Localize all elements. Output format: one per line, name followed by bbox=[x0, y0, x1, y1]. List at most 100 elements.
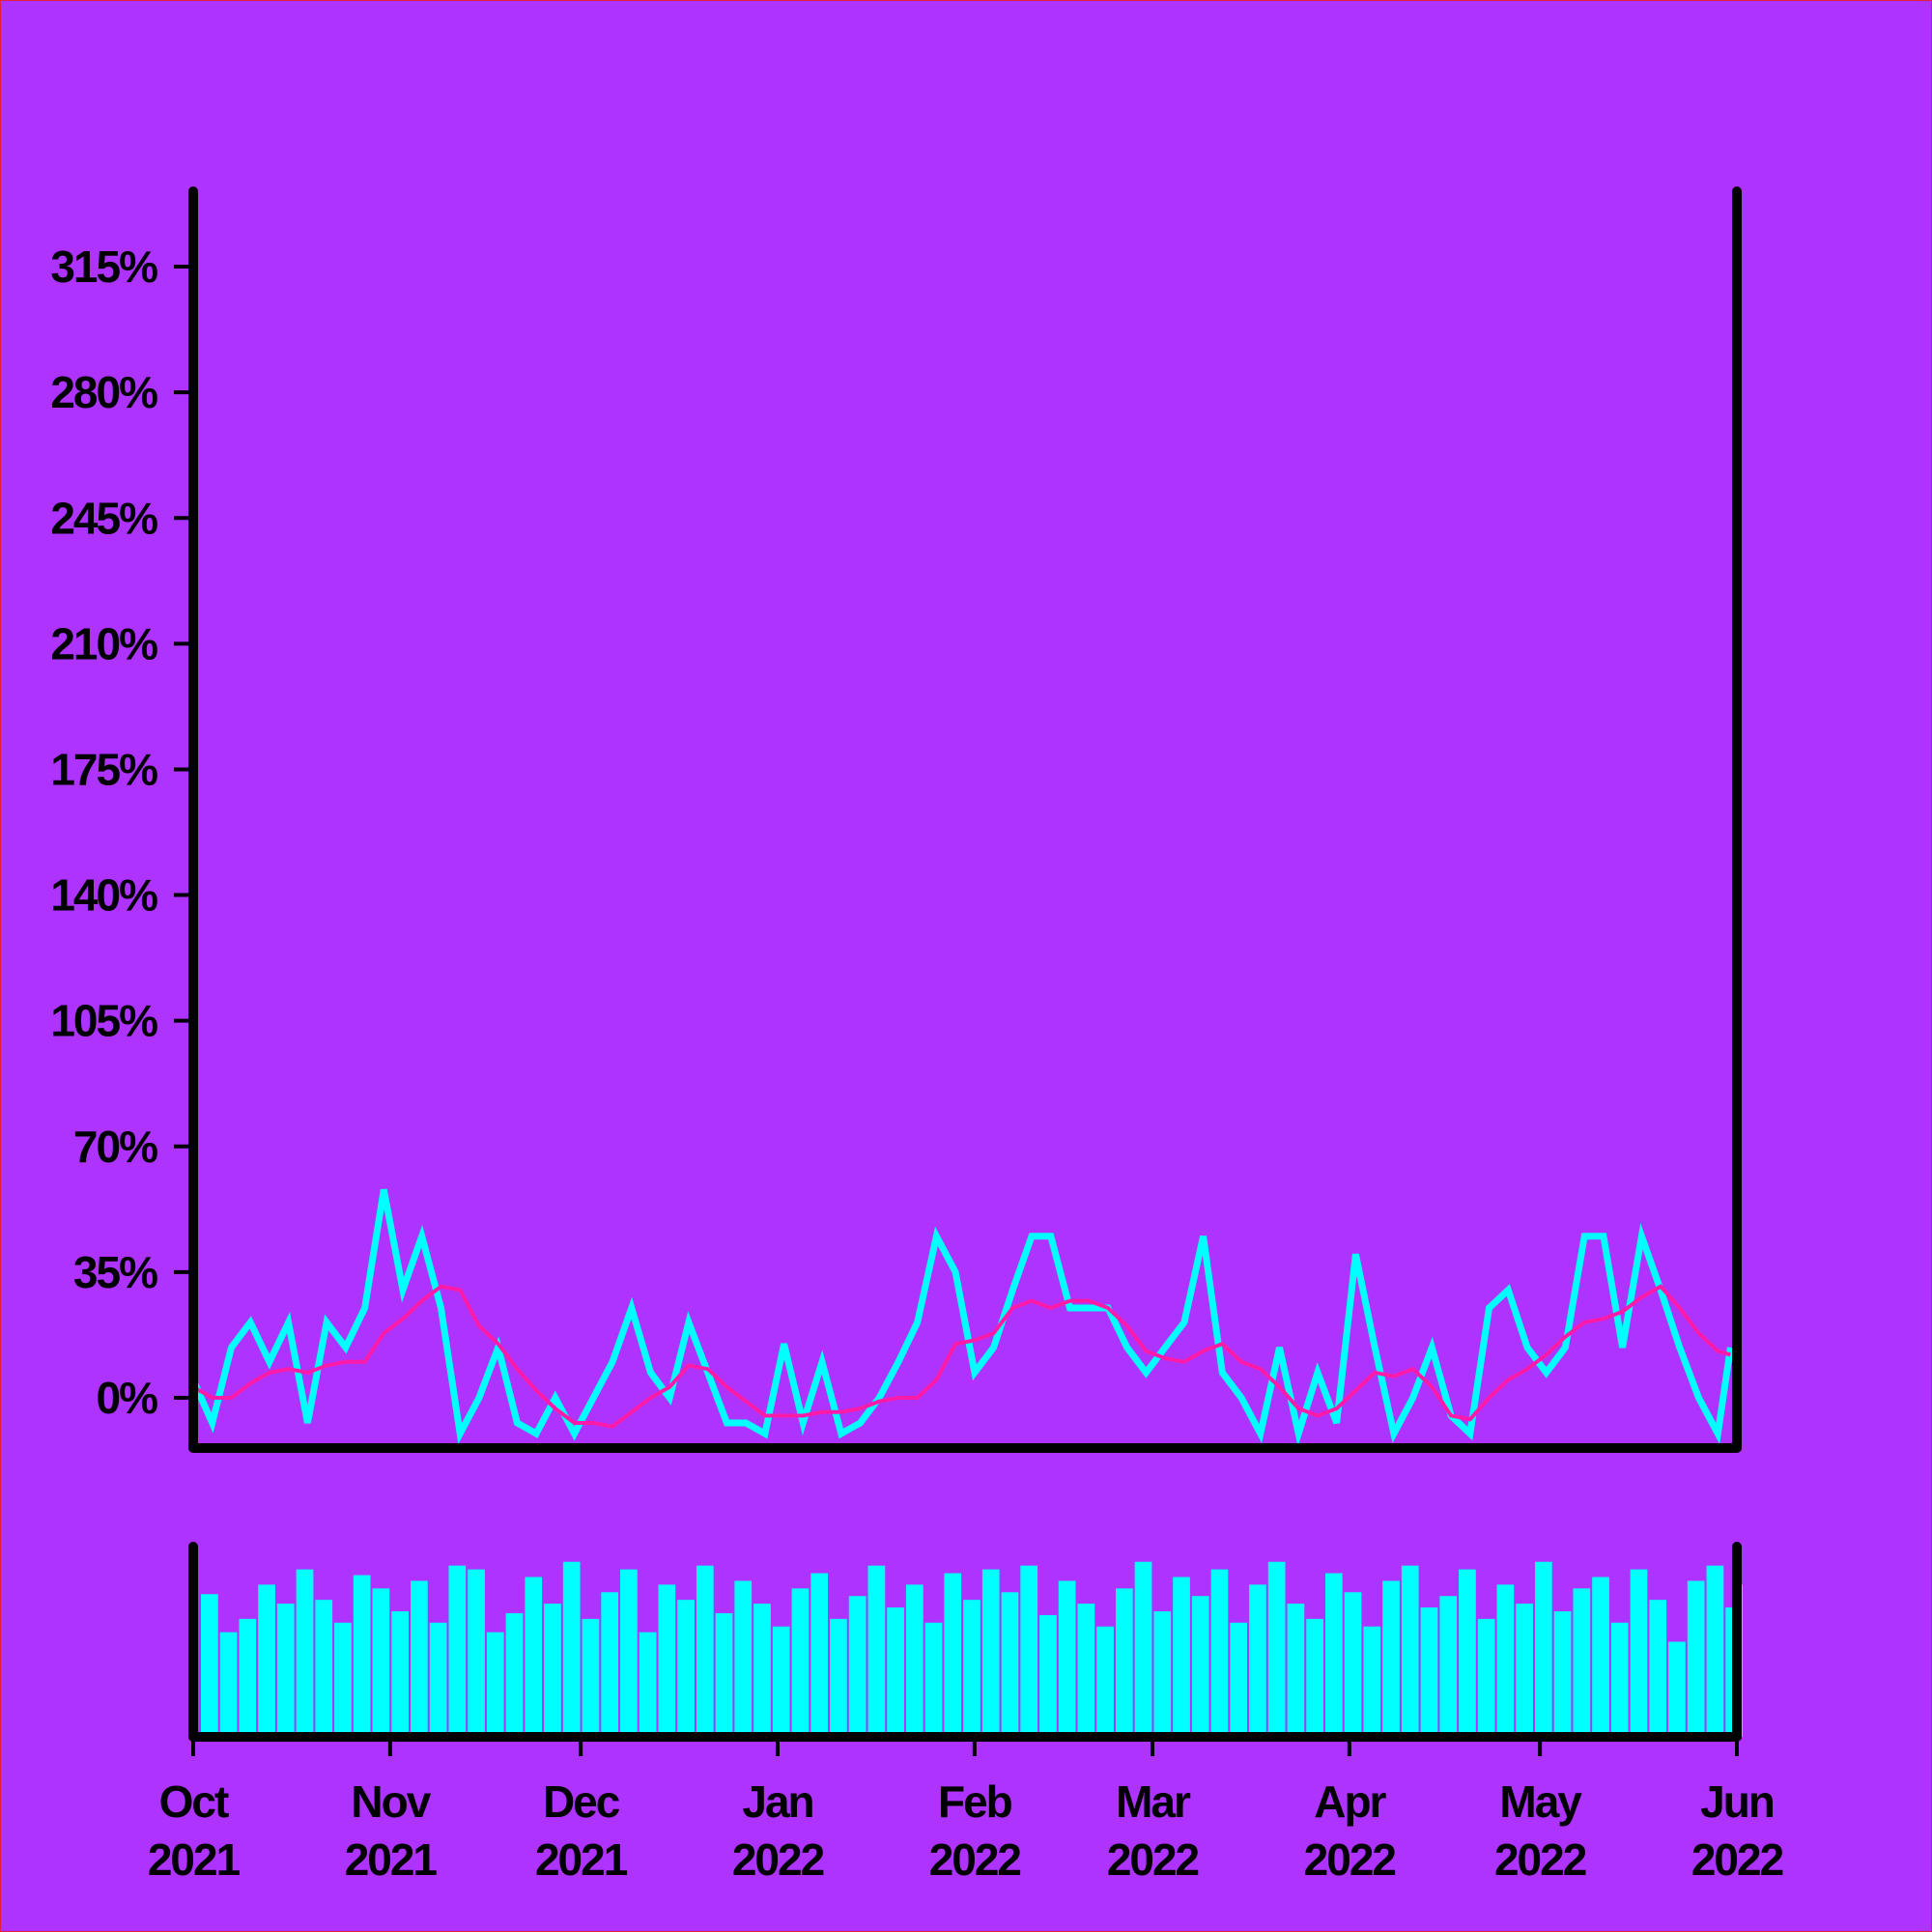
bar bbox=[544, 1604, 561, 1737]
x-tick-label: Jun bbox=[1700, 1776, 1774, 1827]
x-tick-label: Apr bbox=[1314, 1776, 1386, 1827]
x-tick-label: 2022 bbox=[929, 1834, 1021, 1885]
bar bbox=[1725, 1607, 1737, 1737]
bar bbox=[239, 1618, 257, 1737]
bar bbox=[810, 1573, 829, 1737]
bar bbox=[601, 1592, 619, 1737]
bar bbox=[1287, 1604, 1305, 1737]
axis-frame bbox=[188, 1542, 1742, 1742]
x-tick-label: Jan bbox=[742, 1776, 812, 1827]
x-tick-label: 2022 bbox=[1304, 1834, 1396, 1885]
bar bbox=[639, 1632, 657, 1737]
bar bbox=[486, 1632, 504, 1737]
bar bbox=[1344, 1592, 1362, 1737]
bar bbox=[1096, 1626, 1114, 1737]
y-tick-label: 175% bbox=[50, 744, 157, 794]
x-tick-label: 2022 bbox=[1494, 1834, 1586, 1885]
bar bbox=[1401, 1565, 1419, 1737]
bar bbox=[1058, 1580, 1076, 1737]
x-tick-label: Mar bbox=[1116, 1776, 1191, 1827]
x-tick-label: 2021 bbox=[535, 1834, 628, 1885]
bar bbox=[219, 1632, 238, 1737]
bar bbox=[1001, 1592, 1019, 1737]
x-tick-label: Dec bbox=[543, 1776, 620, 1827]
bar bbox=[1687, 1580, 1705, 1737]
x-tick-label: 2022 bbox=[1691, 1834, 1783, 1885]
bar bbox=[353, 1575, 371, 1737]
bar bbox=[1267, 1561, 1286, 1737]
bar bbox=[753, 1604, 771, 1737]
bar bbox=[1459, 1569, 1476, 1737]
bar bbox=[1553, 1610, 1572, 1737]
bar bbox=[1306, 1618, 1323, 1737]
bar bbox=[905, 1584, 923, 1737]
bar bbox=[1153, 1610, 1172, 1737]
bar bbox=[715, 1612, 733, 1737]
bar bbox=[1496, 1584, 1515, 1737]
bar bbox=[1668, 1641, 1686, 1737]
bar bbox=[201, 1594, 218, 1737]
bar bbox=[963, 1600, 980, 1737]
bar bbox=[411, 1580, 428, 1737]
bar bbox=[981, 1569, 1000, 1737]
bar bbox=[620, 1569, 638, 1737]
bar bbox=[924, 1622, 943, 1737]
y-tick-label: 70% bbox=[73, 1122, 157, 1172]
bar bbox=[677, 1600, 695, 1737]
bar bbox=[1610, 1622, 1629, 1737]
bar bbox=[391, 1610, 410, 1737]
bar bbox=[848, 1596, 867, 1737]
bar bbox=[772, 1626, 790, 1737]
x-tick-label: Nov bbox=[351, 1776, 431, 1827]
bar bbox=[562, 1561, 581, 1737]
bar bbox=[1324, 1573, 1343, 1737]
bar bbox=[582, 1618, 600, 1737]
bar bbox=[1191, 1596, 1209, 1737]
bar bbox=[1134, 1561, 1152, 1737]
bar bbox=[1592, 1577, 1609, 1737]
bar bbox=[887, 1607, 904, 1737]
bar bbox=[1630, 1569, 1648, 1737]
y-tick-label: 0% bbox=[97, 1373, 158, 1423]
bar bbox=[1210, 1569, 1229, 1737]
y-tick-label: 210% bbox=[50, 618, 157, 668]
bar bbox=[429, 1622, 447, 1737]
bar bbox=[525, 1577, 543, 1737]
bar bbox=[1534, 1561, 1552, 1737]
bar bbox=[1706, 1565, 1724, 1737]
bar bbox=[372, 1588, 390, 1737]
y-tick-label: 35% bbox=[73, 1247, 157, 1297]
bar bbox=[1020, 1565, 1038, 1737]
bar bbox=[1516, 1604, 1533, 1737]
x-tick-label: 2022 bbox=[1107, 1834, 1199, 1885]
bar bbox=[696, 1565, 714, 1737]
bar bbox=[1249, 1584, 1266, 1737]
bar bbox=[658, 1584, 676, 1737]
bar bbox=[1230, 1622, 1248, 1737]
bar bbox=[468, 1569, 485, 1737]
bar bbox=[734, 1580, 753, 1737]
bar bbox=[276, 1604, 295, 1737]
y-tick-label: 245% bbox=[50, 493, 157, 543]
bar bbox=[1420, 1607, 1438, 1737]
x-tick-label: 2022 bbox=[732, 1834, 824, 1885]
bar bbox=[1573, 1588, 1591, 1737]
x-tick-label: May bbox=[1499, 1776, 1582, 1827]
bar bbox=[1382, 1580, 1400, 1737]
x-tick-label: 2021 bbox=[345, 1834, 438, 1885]
bar bbox=[1477, 1618, 1495, 1737]
x-tick-label: Feb bbox=[938, 1776, 1012, 1827]
y-tick-label: 315% bbox=[50, 242, 157, 292]
axis-frame bbox=[188, 186, 1742, 1453]
x-tick-label: Oct bbox=[159, 1776, 229, 1827]
y-tick-label: 280% bbox=[50, 367, 157, 417]
plot-area: 0% 35% 70% 105% 140% 175% 210% 245% 280% 315% Oct 2… bbox=[50, 186, 1785, 1885]
x-tick-label: 2021 bbox=[148, 1834, 241, 1885]
y-tick-label: 140% bbox=[50, 870, 157, 921]
bar bbox=[1115, 1588, 1133, 1737]
bar bbox=[1439, 1596, 1458, 1737]
bar bbox=[1039, 1614, 1057, 1737]
series-line bbox=[189, 1188, 1734, 1447]
